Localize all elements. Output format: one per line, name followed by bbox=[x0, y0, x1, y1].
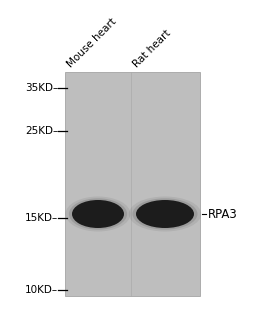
Ellipse shape bbox=[136, 200, 194, 228]
Text: Rat heart: Rat heart bbox=[131, 28, 172, 69]
Ellipse shape bbox=[129, 197, 201, 232]
Text: 35KD–: 35KD– bbox=[25, 83, 58, 93]
Text: RPA3: RPA3 bbox=[208, 208, 238, 220]
Text: 15KD–: 15KD– bbox=[25, 213, 58, 223]
Bar bbox=[65, 72, 200, 296]
Text: Mouse heart: Mouse heart bbox=[65, 16, 118, 69]
Ellipse shape bbox=[66, 197, 131, 232]
Text: 10KD–: 10KD– bbox=[25, 285, 58, 295]
Ellipse shape bbox=[133, 198, 197, 230]
Text: 25KD–: 25KD– bbox=[25, 126, 58, 136]
Ellipse shape bbox=[72, 200, 124, 228]
Ellipse shape bbox=[69, 198, 127, 230]
